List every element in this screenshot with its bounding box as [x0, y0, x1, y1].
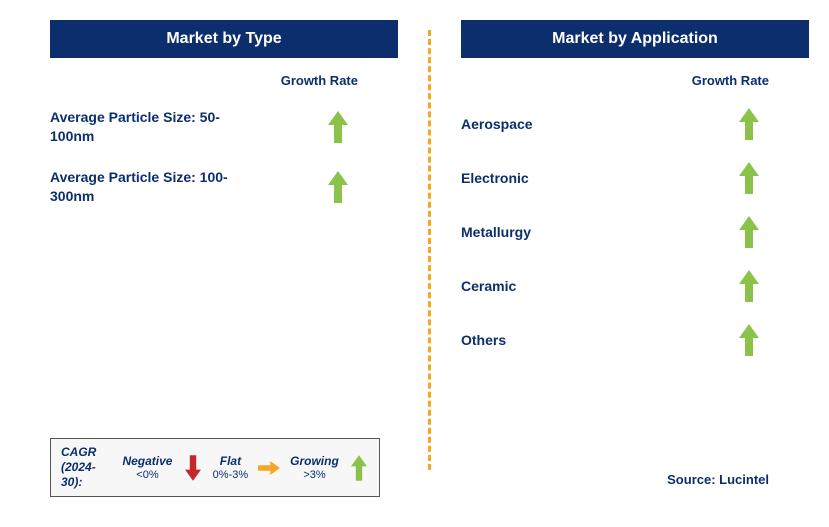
legend-negative: Negative <0% — [122, 454, 172, 481]
negative-arrow-icon — [182, 457, 202, 479]
infographic-container: Market by Type Growth Rate Average Parti… — [0, 0, 829, 527]
type-row: Average Particle Size: 100-300nm — [50, 168, 398, 206]
growing-arrow-icon — [328, 171, 348, 203]
growing-arrow-icon — [328, 111, 348, 143]
cagr-legend: CAGR (2024-30): Negative <0% Flat 0%-3% … — [50, 438, 380, 497]
flat-arrow-icon — [258, 457, 280, 479]
legend-flat: Flat 0%-3% — [213, 454, 248, 481]
legend-title: CAGR (2024-30): — [61, 445, 112, 490]
panel-title-application: Market by Application — [461, 20, 809, 58]
app-row-label: Others — [461, 331, 506, 350]
app-row-label: Ceramic — [461, 277, 516, 296]
col-head-growth-left: Growth Rate — [50, 73, 398, 88]
app-row: Aerospace — [461, 108, 809, 140]
growing-arrow-icon — [739, 108, 759, 140]
vertical-divider — [428, 30, 431, 470]
panel-title-type: Market by Type — [50, 20, 398, 58]
app-row-label: Metallurgy — [461, 223, 531, 242]
growing-arrow-icon — [739, 162, 759, 194]
type-row-label: Average Particle Size: 50-100nm — [50, 108, 250, 146]
growing-arrow-icon — [739, 270, 759, 302]
source-attribution: Source: Lucintel — [667, 472, 769, 487]
panel-market-by-application: Market by Application Growth Rate Aerosp… — [451, 20, 809, 507]
panel-market-by-type: Market by Type Growth Rate Average Parti… — [50, 20, 408, 507]
app-row-label: Aerospace — [461, 115, 533, 134]
app-row: Electronic — [461, 162, 809, 194]
app-row-label: Electronic — [461, 169, 529, 188]
app-row: Ceramic — [461, 270, 809, 302]
growing-arrow-icon — [739, 324, 759, 356]
app-row: Others — [461, 324, 809, 356]
growing-arrow-icon — [739, 216, 759, 248]
type-row: Average Particle Size: 50-100nm — [50, 108, 398, 146]
type-row-label: Average Particle Size: 100-300nm — [50, 168, 250, 206]
col-head-growth-right: Growth Rate — [461, 73, 809, 88]
app-row: Metallurgy — [461, 216, 809, 248]
growing-arrow-icon — [349, 457, 369, 479]
legend-growing: Growing >3% — [290, 454, 339, 481]
